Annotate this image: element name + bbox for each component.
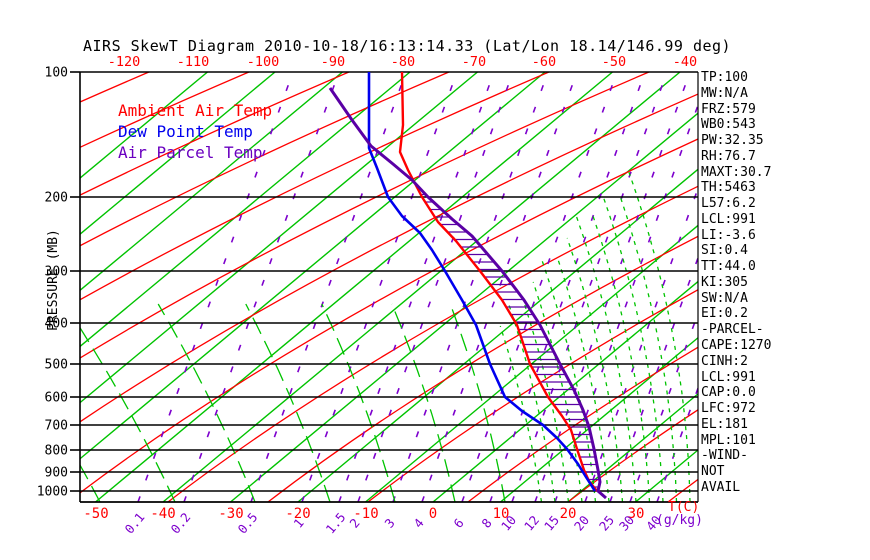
- stat-line: TH:5463: [701, 180, 756, 196]
- pressure-tick-label: 900: [45, 466, 68, 481]
- bottom-temp-label: 0: [429, 506, 437, 522]
- pressure-tick-label: 200: [45, 191, 68, 206]
- stat-line: EI:0.2: [701, 306, 748, 322]
- pressure-tick-label: 300: [45, 265, 68, 280]
- stat-line: SW:N/A: [701, 290, 748, 306]
- pressure-tick-label: 400: [45, 317, 68, 332]
- top-temp-label: -40: [673, 54, 697, 70]
- stat-line: NOT: [701, 464, 725, 480]
- legend-item: Dew Point Temp: [118, 122, 253, 141]
- dewpoint-curve: [367, 72, 597, 492]
- top-temp-label: -50: [602, 54, 626, 70]
- pressure-tick-label: 700: [45, 419, 68, 434]
- pressure-tick-label: 1000: [37, 485, 68, 500]
- moist-adiabat-lines: [80, 171, 691, 502]
- stat-line: KI:305: [701, 274, 748, 290]
- pressure-tick-label: 800: [45, 444, 68, 459]
- pressure-axis-label: PRESSURE (MB): [46, 229, 61, 331]
- pressure-tick-label: 100: [45, 66, 68, 81]
- top-temp-label: -120: [108, 54, 141, 70]
- mixing-ratio-label: 6: [450, 515, 466, 530]
- stat-line: PW:32.35: [701, 133, 764, 149]
- mixing-ratio-label: 30: [616, 513, 637, 534]
- stat-line: MPL:101: [701, 432, 756, 448]
- bottom-temp-label: 20: [560, 506, 577, 522]
- stat-line: MW:N/A: [701, 85, 748, 101]
- mixing-ratio-label: 20: [571, 513, 592, 534]
- mixing-ratio-label: 25: [596, 513, 617, 534]
- stat-line: CAP:0.0: [701, 385, 756, 401]
- top-temp-label: -60: [532, 54, 556, 70]
- stats-panel: TP:100 MW:N/A FRZ:579 WB0:543 PW:32.35 RH:76.…: [701, 70, 866, 496]
- stat-line: TP:100: [701, 70, 748, 85]
- stat-line: FRZ:579: [701, 101, 756, 117]
- isotherm-lines: [80, 72, 698, 502]
- top-temp-label: -100: [247, 54, 280, 70]
- top-temp-label: -90: [321, 54, 345, 70]
- mixing-ratio-label: 1.5: [323, 510, 349, 537]
- mixing-ratio-label: 40: [643, 513, 664, 534]
- cape-hatch-area: [416, 186, 600, 488]
- mixing-ratio-label: 3: [381, 515, 397, 530]
- stat-line: LCL:991: [701, 369, 756, 385]
- temp-unit-label: T(C): [668, 500, 700, 515]
- mixing-ratio-label: 4: [410, 515, 426, 530]
- stat-line: -PARCEL-: [701, 322, 764, 338]
- page-title: AIRS SkewT Diagram 2010-10-18/16:13:14.3…: [83, 37, 732, 55]
- stat-line: LFC:972: [701, 401, 756, 417]
- bottom-temp-label: -50: [83, 506, 108, 522]
- stat-line: MAXT:30.7: [701, 164, 772, 180]
- stat-line: RH:76.7: [701, 148, 756, 164]
- pressure-tick-label: 600: [45, 391, 68, 406]
- stat-line: -WIND-: [701, 448, 748, 464]
- dry-adiabat-lines: [80, 72, 698, 502]
- parcel-curve: [328, 87, 607, 500]
- stat-line: EL:181: [701, 416, 748, 432]
- stat-line: SI:0.4: [701, 243, 748, 259]
- bottom-temp-label: -10: [353, 506, 378, 522]
- bottom-temp-label: 10: [493, 506, 510, 522]
- stat-line: LCL:991: [701, 211, 756, 227]
- mixing-ratio-label: 12: [521, 513, 542, 534]
- temp-axis-labels: -120 -110 -100 -90 -80 -70 -60 -50 -40-50 -40 -30-…: [83, 54, 697, 522]
- stat-line: TT:44.0: [701, 259, 756, 275]
- mixing-ratio-label: 10: [498, 513, 519, 534]
- bottom-temp-label: 30: [628, 506, 645, 522]
- stat-line: CAPE:1270: [701, 338, 772, 354]
- top-temp-label: -80: [391, 54, 415, 70]
- top-temp-label: -70: [462, 54, 486, 70]
- bottom-temp-label: -30: [218, 506, 243, 522]
- stat-line: CINH:2: [701, 353, 748, 369]
- mixing-ratio-label: 15: [541, 513, 562, 534]
- ambient-temp-curve: [398, 72, 598, 492]
- stat-line: LI:-3.6: [701, 227, 756, 243]
- bottom-temp-label: -20: [285, 506, 310, 522]
- mixing-ratio-label: 0.1: [122, 510, 148, 537]
- bottom-temp-label: -40: [150, 506, 175, 522]
- pressure-tick-label: 500: [45, 358, 68, 373]
- stat-line: L57:6.2: [701, 196, 756, 212]
- pressure-gridlines: 100 200 300 400 500 600 700 800 900 1000: [37, 66, 699, 503]
- stat-line: AVAIL: [701, 479, 741, 495]
- legend-item: Ambient Air Temp: [118, 101, 273, 120]
- stat-line: WB0:543: [701, 117, 756, 133]
- mixratio-unit-label: (g/kg): [656, 513, 703, 528]
- legend-item: Air Parcel Temp: [118, 143, 263, 162]
- top-temp-label: -110: [177, 54, 210, 70]
